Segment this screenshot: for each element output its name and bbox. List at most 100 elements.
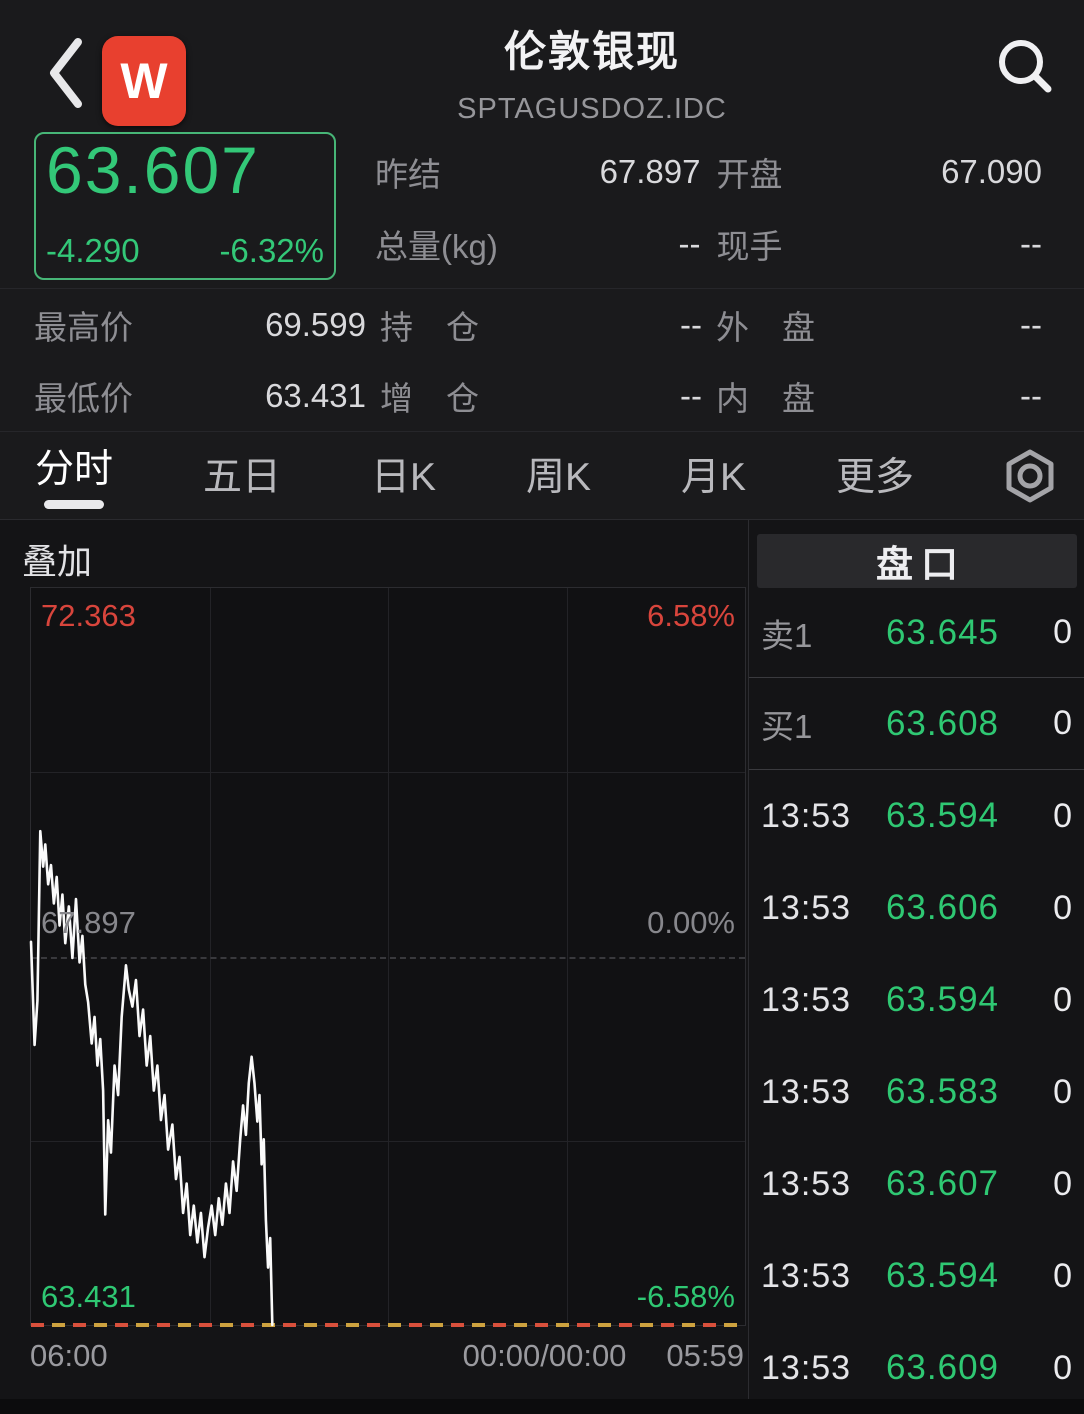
tick-time: 13:53 <box>761 1164 852 1203</box>
tab-minute[interactable]: 分时 <box>35 438 113 513</box>
tick-volume: 0 <box>1053 888 1072 927</box>
label-prev-close: 67.897 <box>41 904 136 940</box>
tab-label: 更多 <box>836 455 915 499</box>
tick-volume: 0 <box>1053 1348 1072 1387</box>
stat-row-low: 最低价 63.431 增 仓 -- 内 盘 -- <box>0 360 1084 431</box>
tick-volume: 0 <box>1053 1072 1072 1111</box>
back-button[interactable] <box>42 36 90 110</box>
tab-label: 周K <box>526 455 592 499</box>
label-min-price: 63.431 <box>41 1279 136 1314</box>
tick-time: 13:53 <box>761 796 852 835</box>
tab-five-day[interactable]: 五日 <box>203 446 281 506</box>
stat-high: 最高价 69.599 <box>34 301 366 349</box>
last-price-box: 63.607 -4.290 -6.32% <box>34 132 336 280</box>
tab-monthly-k[interactable]: 月K <box>681 446 746 506</box>
tick-time: 13:53 <box>761 1256 852 1295</box>
stat-row: 总量(kg) -- 现手 -- <box>375 208 1042 280</box>
stat-prev-close: 昨结 67.897 <box>375 148 701 196</box>
tab-weekly-k[interactable]: 周K <box>526 446 591 506</box>
tick-volume: 0 <box>1053 1256 1072 1295</box>
stat-label: 内 盘 <box>716 379 815 417</box>
stat-row: 昨结 67.897 开盘 67.090 <box>375 136 1042 208</box>
lower-bound-dashed-line <box>31 1323 745 1327</box>
prev-close-dashed-line <box>31 956 745 959</box>
stat-value: 69.599 <box>265 305 366 343</box>
top-section: W 伦敦银现 SPTAGUSDOZ.IDC 63.607 -4.290 -6.3… <box>0 0 1084 520</box>
stats-block: 最高价 69.599 持 仓 -- 外 盘 -- 最低价 63.431 增 仓 … <box>0 288 1084 431</box>
tab-daily-k[interactable]: 日K <box>371 446 436 506</box>
last-price: 63.607 <box>46 133 260 207</box>
tab-label: 日K <box>371 455 437 499</box>
search-button[interactable] <box>990 32 1062 104</box>
overlay-button[interactable]: 叠加 <box>22 543 93 582</box>
back-chevron-icon <box>50 38 82 108</box>
tab-label: 分时 <box>35 448 114 491</box>
stat-value: 67.897 <box>599 153 701 190</box>
stat-label: 开盘 <box>716 156 783 193</box>
grid-line-horizontal <box>31 772 745 774</box>
search-icon <box>999 40 1052 93</box>
main-content: 叠加 72.363 6.58% 67.897 0.00% 63.431 -6.5… <box>0 520 1084 1399</box>
stat-label: 持 仓 <box>380 308 479 346</box>
tab-more[interactable]: 更多 <box>836 446 914 506</box>
grid-line-horizontal <box>31 1140 745 1142</box>
price-change: -4.290 <box>46 232 140 269</box>
chart-column: 叠加 72.363 6.58% 67.897 0.00% 63.431 -6.5… <box>0 520 748 1399</box>
label-zero-pct: 0.00% <box>647 904 735 940</box>
tick-price: 63.594 <box>885 796 1000 835</box>
axis-end-time: 05:59 <box>666 1338 744 1373</box>
wind-logo[interactable]: W <box>102 36 186 126</box>
tick-price: 63.607 <box>885 1164 1000 1203</box>
stat-outer-lots: 外 盘 -- <box>716 301 1042 349</box>
axis-mid-time: 00:00/00:00 <box>462 1338 627 1373</box>
stat-row-high: 最高价 69.599 持 仓 -- 外 盘 -- <box>0 289 1084 360</box>
tick-price: 63.606 <box>885 888 1000 927</box>
stat-oi-change: 增 仓 -- <box>380 372 702 420</box>
tab-label: 五日 <box>203 455 282 499</box>
tick-time: 13:53 <box>761 1348 852 1387</box>
stat-value: 63.431 <box>265 376 366 414</box>
stat-value: -- <box>1020 376 1042 414</box>
tick-volume: 0 <box>1053 1164 1072 1203</box>
intraday-chart[interactable]: 72.363 6.58% 67.897 0.00% 63.431 -6.58% <box>30 587 746 1327</box>
bid-label: 买1 <box>761 707 813 745</box>
stat-label: 总量(kg) <box>375 228 498 265</box>
quote-stats: 昨结 67.897 开盘 67.090 总量(kg) -- 现手 -- <box>375 136 1042 280</box>
ask-level-row: 卖1 63.645 0 <box>749 588 1084 678</box>
tick-row: 13:53 63.594 0 <box>749 1230 1084 1322</box>
stat-open-interest: 持 仓 -- <box>380 301 702 349</box>
settings-nut-icon <box>1006 449 1054 502</box>
page-title: 伦敦银现 <box>503 28 680 75</box>
ask-price: 63.645 <box>885 612 1000 652</box>
order-book-header[interactable]: 盘口 <box>757 534 1077 588</box>
axis-start-time: 06:00 <box>30 1338 108 1373</box>
tick-row: 13:53 63.607 0 <box>749 1138 1084 1230</box>
tick-time: 13:53 <box>761 888 852 927</box>
stat-value: -- <box>678 225 701 262</box>
label-max-pct: 6.58% <box>647 598 735 633</box>
stat-label: 昨结 <box>375 156 441 193</box>
bid-level-row: 买1 63.608 0 <box>749 678 1084 770</box>
stat-inner-lots: 内 盘 -- <box>716 372 1042 420</box>
price-change-pct: -6.32% <box>219 232 324 269</box>
header: W 伦敦银现 SPTAGUSDOZ.IDC <box>0 0 1084 130</box>
tick-price: 63.609 <box>885 1348 1000 1387</box>
ask-volume: 0 <box>1053 613 1072 651</box>
change-row: -4.290 -6.32% <box>46 232 324 270</box>
tick-row: 13:53 63.594 0 <box>749 954 1084 1046</box>
order-book-panel: 盘口 卖1 63.645 0 买1 63.608 0 13:53 63.594 … <box>748 520 1084 1399</box>
active-tab-underline <box>44 500 104 509</box>
chart-settings-button[interactable] <box>1004 448 1056 504</box>
wind-logo-letter: W <box>120 53 168 109</box>
tick-price: 63.594 <box>885 1256 1000 1295</box>
tick-time: 13:53 <box>761 980 852 1019</box>
stat-label: 增 仓 <box>380 379 479 417</box>
order-book-title: 盘口 <box>876 544 966 585</box>
stat-value: -- <box>1020 225 1042 262</box>
tab-label: 月K <box>681 455 747 499</box>
ask-label: 卖1 <box>761 616 813 654</box>
bid-volume: 0 <box>1053 704 1072 742</box>
label-min-pct: -6.58% <box>636 1279 735 1314</box>
stat-value: 67.090 <box>941 153 1042 190</box>
